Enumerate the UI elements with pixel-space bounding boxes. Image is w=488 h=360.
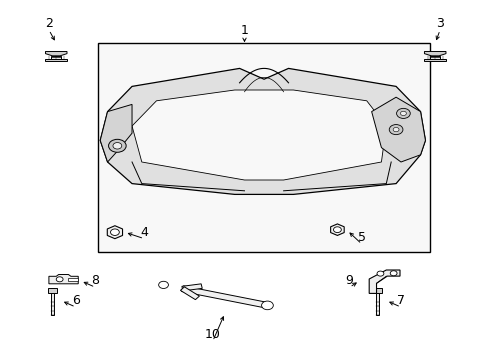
Polygon shape <box>368 270 399 293</box>
Text: 6: 6 <box>72 294 80 307</box>
Bar <box>372 288 381 293</box>
Polygon shape <box>100 68 425 194</box>
Circle shape <box>392 127 398 132</box>
Polygon shape <box>424 59 445 61</box>
Bar <box>48 288 57 293</box>
Circle shape <box>333 227 341 233</box>
Polygon shape <box>181 286 268 308</box>
Polygon shape <box>107 226 122 239</box>
Circle shape <box>376 271 383 276</box>
Circle shape <box>389 271 396 276</box>
Text: 4: 4 <box>140 226 148 239</box>
Circle shape <box>158 281 168 288</box>
Circle shape <box>400 111 406 116</box>
Circle shape <box>56 277 63 282</box>
Polygon shape <box>132 90 386 180</box>
Bar <box>375 288 379 315</box>
Bar <box>98 43 429 252</box>
Polygon shape <box>180 287 199 300</box>
Polygon shape <box>371 97 425 162</box>
Text: 9: 9 <box>345 274 353 287</box>
Text: 3: 3 <box>435 17 443 30</box>
Polygon shape <box>182 284 202 291</box>
Circle shape <box>113 143 122 149</box>
Text: 5: 5 <box>357 231 365 244</box>
Polygon shape <box>429 56 439 59</box>
Bar <box>51 288 54 315</box>
Text: 2: 2 <box>45 17 53 30</box>
Bar <box>68 278 78 281</box>
Circle shape <box>396 108 409 118</box>
Polygon shape <box>49 274 78 284</box>
Polygon shape <box>330 224 344 235</box>
Polygon shape <box>51 56 61 59</box>
Circle shape <box>108 139 126 152</box>
Polygon shape <box>100 104 132 162</box>
Circle shape <box>110 229 119 235</box>
Text: 1: 1 <box>240 24 248 37</box>
Polygon shape <box>45 59 67 61</box>
Text: 10: 10 <box>204 328 220 341</box>
Circle shape <box>261 301 273 310</box>
Polygon shape <box>45 51 67 56</box>
Polygon shape <box>424 51 445 56</box>
Text: 7: 7 <box>396 294 404 307</box>
Text: 8: 8 <box>91 274 99 287</box>
Circle shape <box>388 125 402 135</box>
